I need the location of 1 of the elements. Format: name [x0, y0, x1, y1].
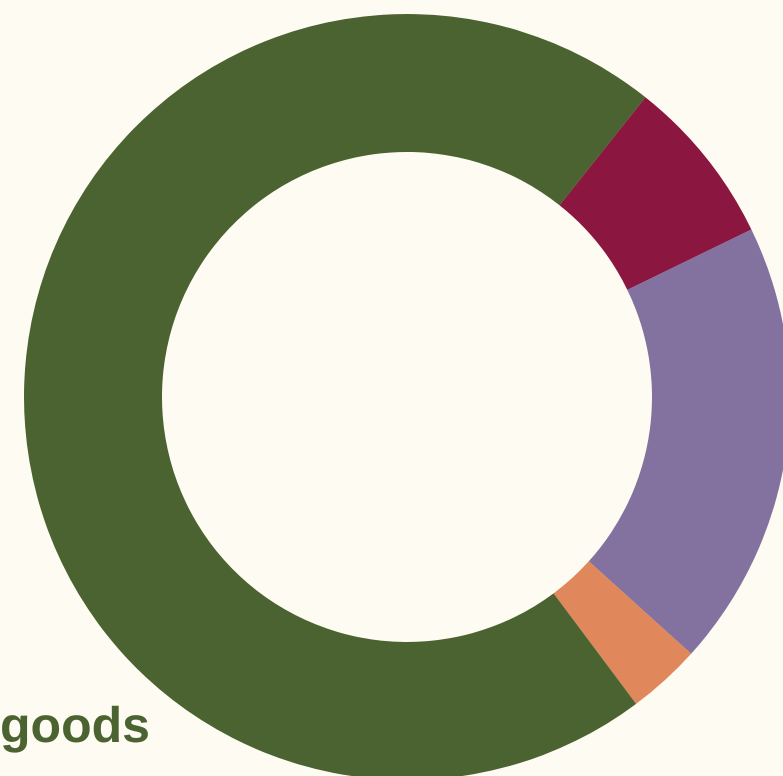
slice-label: goods: [0, 697, 150, 753]
